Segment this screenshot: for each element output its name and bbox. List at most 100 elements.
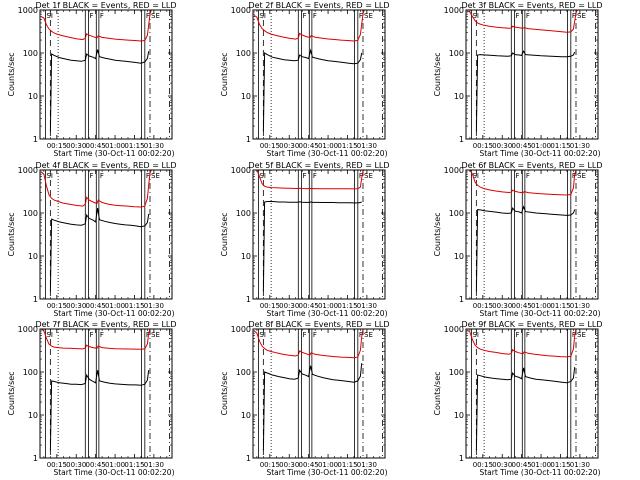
marker-label: F: [516, 331, 520, 339]
lld-series-line: [40, 169, 154, 208]
x-axis: 00:15 00:30 00:45 01:00 01:15 01:30: [256, 170, 381, 310]
marker-label: SE: [151, 331, 160, 339]
events-series-line: [49, 370, 150, 451]
events-series-line: [262, 48, 363, 132]
x-tick-label: 01:15: [124, 302, 144, 310]
y-axis: 1 10 100 1000: [444, 166, 598, 304]
marker-label: F: [359, 12, 363, 20]
y-axis-label: Counts/sec: [433, 52, 442, 96]
y-axis: 1 10 100 1000: [444, 6, 598, 144]
marker-group: SI F F F SE: [258, 329, 383, 458]
x-tick-label: 00:45: [299, 302, 319, 310]
y-tick-label: 100: [23, 49, 38, 58]
x-tick-label: 00:45: [86, 302, 106, 310]
marker-label: F: [313, 12, 317, 20]
marker-label: SE: [151, 172, 160, 180]
events-series-line: [49, 49, 150, 132]
x-tick-label: 00:15: [473, 302, 493, 310]
plot-frame: [252, 328, 386, 459]
x-tick-label: 00:30: [66, 142, 86, 150]
x-tick-label: 00:30: [279, 461, 299, 469]
y-tick-label: 1: [459, 135, 464, 144]
x-axis: 00:15 00:30 00:45 01:00 01:15 01:30: [43, 170, 168, 310]
y-tick-label: 1: [33, 295, 38, 304]
y-tick-label: 1000: [231, 166, 251, 175]
y-axis-label: Counts/sec: [7, 212, 16, 256]
x-tick-label: 01:15: [124, 142, 144, 150]
marker-group: SI F F F SE: [258, 10, 383, 139]
x-tick-label: 01:00: [105, 302, 125, 310]
x-tick-label: 00:15: [47, 142, 67, 150]
events-series-line: [475, 367, 576, 451]
plot-frame: [39, 328, 173, 459]
y-tick-label: 100: [23, 209, 38, 218]
x-tick-label: 01:30: [357, 142, 377, 150]
y-tick-label: 10: [241, 252, 251, 261]
lld-series-line: [40, 328, 154, 350]
marker-group: SI F F F SE: [45, 10, 170, 139]
x-tick-label: 00:45: [512, 461, 532, 469]
events-series-line: [475, 205, 576, 292]
marker-label: F: [359, 331, 363, 339]
y-tick-label: 100: [236, 49, 251, 58]
x-tick-label: 01:00: [318, 302, 338, 310]
marker-label: F: [313, 331, 317, 339]
y-axis: 1 10 100 1000: [231, 325, 385, 463]
y-axis: 1 10 100 1000: [18, 325, 172, 463]
marker-label: SI: [259, 331, 266, 339]
x-axis: 00:15 00:30 00:45 01:00 01:15 01:30: [43, 329, 168, 469]
x-tick-label: 00:15: [47, 302, 67, 310]
y-tick-label: 100: [449, 368, 464, 377]
marker-label: F: [572, 12, 576, 20]
y-tick-label: 1: [246, 295, 251, 304]
lld-series-line: [467, 9, 580, 33]
marker-label: SE: [151, 12, 160, 20]
marker-label: F: [90, 331, 94, 339]
marker-label: F: [572, 331, 576, 339]
x-tick-label: 01:15: [550, 461, 570, 469]
lld-series-line: [254, 169, 367, 190]
marker-label: SI: [472, 172, 479, 180]
marker-label: SI: [259, 172, 266, 180]
panel-title: Det 4f BLACK = Events, RED = LLD: [35, 161, 176, 170]
x-tick-label: 00:15: [260, 142, 280, 150]
plot-frame: [465, 328, 599, 459]
plot-frame: [252, 169, 386, 300]
marker-label: SI: [472, 331, 479, 339]
panel-title: Det 9f BLACK = Events, RED = LLD: [461, 320, 602, 329]
y-tick-label: 1: [246, 454, 251, 463]
x-tick-label: 00:45: [299, 142, 319, 150]
x-tick-label: 01:00: [105, 142, 125, 150]
x-axis-label: Start Time (30-Oct-11 00:02:20): [266, 309, 387, 318]
x-axis: 00:15 00:30 00:45 01:00 01:15 01:30: [256, 10, 381, 150]
lld-series-line: [41, 9, 154, 42]
x-tick-label: 01:00: [318, 142, 338, 150]
marker-group: SI F F F SE: [471, 170, 596, 299]
events-series-line: [262, 363, 363, 451]
x-tick-label: 00:45: [512, 142, 532, 150]
marker-label: SE: [364, 331, 373, 339]
y-axis-label: Counts/sec: [220, 52, 229, 96]
x-tick-label: 01:00: [531, 461, 551, 469]
x-tick-label: 01:30: [144, 302, 164, 310]
y-tick-label: 10: [454, 92, 464, 101]
y-axis-label: Counts/sec: [433, 212, 442, 256]
x-axis: 00:15 00:30 00:45 01:00 01:15 01:30: [469, 170, 594, 310]
panel-title: Det 1f BLACK = Events, RED = LLD: [35, 1, 176, 10]
y-tick-label: 1000: [18, 325, 38, 334]
x-axis: 00:15 00:30 00:45 01:00 01:15 01:30: [256, 329, 381, 469]
y-tick-label: 1000: [18, 6, 38, 15]
marker-label: F: [516, 172, 520, 180]
x-tick-label: 00:30: [492, 461, 512, 469]
lld-series-line: [466, 328, 580, 358]
y-tick-label: 100: [236, 209, 251, 218]
marker-label: F: [100, 331, 104, 339]
x-tick-label: 01:15: [337, 142, 357, 150]
x-tick-label: 00:15: [260, 461, 280, 469]
x-tick-label: 00:30: [492, 302, 512, 310]
x-axis-label: Start Time (30-Oct-11 00:02:20): [53, 149, 174, 158]
